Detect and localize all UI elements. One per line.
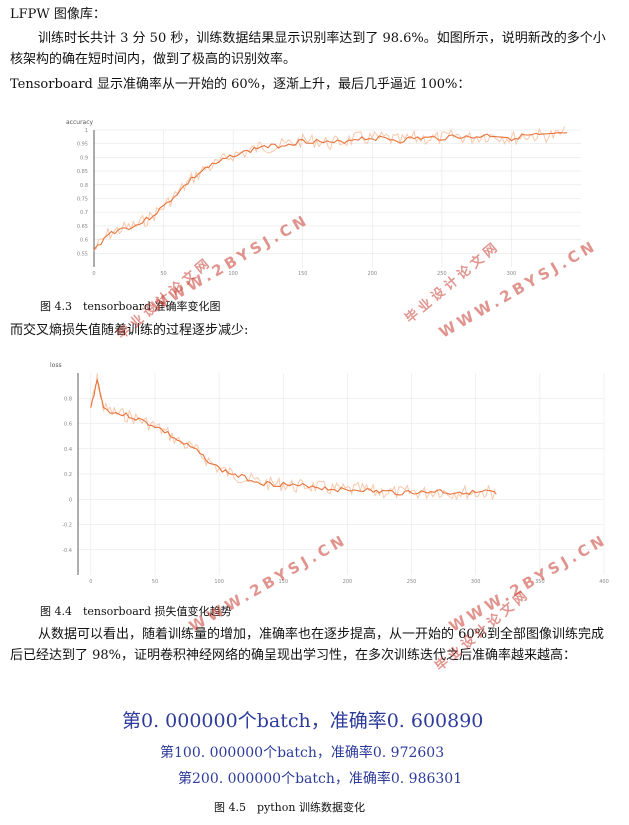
y-tick-label: 0.2 bbox=[64, 472, 72, 478]
x-tick-label: 300 bbox=[471, 579, 481, 585]
log-line-batch-0: 第0. 000000个batch，准确率0. 600890 bbox=[122, 710, 484, 732]
figure-caption-4-4: 图 4.4 tensorboard 损失值变化趋势 bbox=[40, 605, 232, 618]
y-tick-label: 0.85 bbox=[77, 169, 88, 175]
y-tick-label: -0.2 bbox=[62, 523, 72, 529]
y-tick-label: 0.95 bbox=[77, 142, 88, 148]
figure-caption-4-3: 图 4.3 tensorboard 准确率变化图 bbox=[40, 300, 221, 313]
y-tick-label: 0.9 bbox=[80, 155, 88, 161]
series-line bbox=[90, 378, 497, 496]
y-tick-label: 0.8 bbox=[64, 396, 72, 402]
x-tick-label: 100 bbox=[214, 579, 224, 585]
x-tick-label: 50 bbox=[152, 579, 158, 585]
paragraph-analysis: 从数据可以看出，随着训练量的增加，准确率也在逐步提高，从一开始的 60%到全部图… bbox=[10, 627, 605, 663]
figure-caption-4-5: 图 4.5 python 训练数据变化 bbox=[214, 801, 365, 814]
x-tick-label: 200 bbox=[368, 271, 378, 277]
x-tick-label: 50 bbox=[160, 271, 166, 277]
series-raw-line bbox=[93, 126, 566, 251]
x-tick-label: 400 bbox=[599, 579, 609, 585]
paragraph-tensorboard-accuracy: Tensorboard 显示准确率从一开始的 60%，逐渐上升，最后几乎逼近 1… bbox=[10, 77, 471, 92]
x-tick-label: 150 bbox=[298, 271, 308, 277]
y-tick-label: 0.8 bbox=[80, 183, 88, 189]
y-tick-label: 0.6 bbox=[64, 422, 72, 428]
accuracy-chart-svg: accuracy 1 0.95 0.9 0.85 0.8 0.75 0.7 0.65 0.6 0.5… bbox=[66, 119, 581, 277]
y-tick-label: 0.7 bbox=[80, 210, 88, 216]
x-tick-label: 0 bbox=[92, 271, 95, 277]
y-tick-label: 1 bbox=[85, 128, 88, 134]
y-tick-label: 0.6 bbox=[80, 238, 88, 244]
log-line-batch-100: 第100. 000000个batch，准确率0. 972603 bbox=[160, 745, 445, 761]
y-tick-label: 0.4 bbox=[64, 447, 72, 453]
y-tick-label: 0.55 bbox=[77, 251, 88, 257]
x-tick-label: 0 bbox=[89, 579, 92, 585]
series-line bbox=[93, 132, 568, 251]
paragraph-training-time: 训练时长共计 3 分 50 秒，训练数据结果显示识别率达到了 98.6%。如图所… bbox=[10, 31, 606, 67]
x-tick-label: 200 bbox=[343, 579, 353, 585]
y-tick-label: 0.65 bbox=[77, 224, 88, 230]
y-tick-label: 0 bbox=[69, 497, 72, 503]
x-tick-label: 100 bbox=[228, 271, 238, 277]
chart-title: accuracy bbox=[66, 119, 94, 126]
x-tick-label: 350 bbox=[535, 579, 545, 585]
series-raw-line bbox=[90, 373, 496, 501]
y-tick-label: 0.75 bbox=[77, 197, 88, 203]
y-tick-label: -0.4 bbox=[62, 548, 72, 554]
paragraph-loss-intro: 而交叉熵损失值随着训练的过程逐步减少: bbox=[10, 323, 249, 338]
accuracy-chart: accuracy 1 0.95 0.9 0.85 0.8 0.75 0.7 0.65 0.6 0.5… bbox=[36, 112, 596, 282]
log-line-batch-200: 第200. 000000个batch，准确率0. 986301 bbox=[178, 771, 463, 787]
chart-title: loss bbox=[50, 362, 62, 369]
x-tick-label: 150 bbox=[278, 579, 288, 585]
section-heading: LFPW 图像库： bbox=[10, 7, 106, 22]
x-tick-label: 250 bbox=[407, 579, 417, 585]
loss-chart-svg: loss 0.8 0.6 0.4 0.2 0 -0.2 -0.4 0 50 100 150 200 250… bbox=[50, 362, 609, 585]
loss-chart: loss 0.8 0.6 0.4 0.2 0 -0.2 -0.4 0 50 100 150 200 250… bbox=[44, 355, 614, 590]
x-tick-label: 250 bbox=[437, 271, 447, 277]
x-tick-label: 300 bbox=[507, 271, 517, 277]
